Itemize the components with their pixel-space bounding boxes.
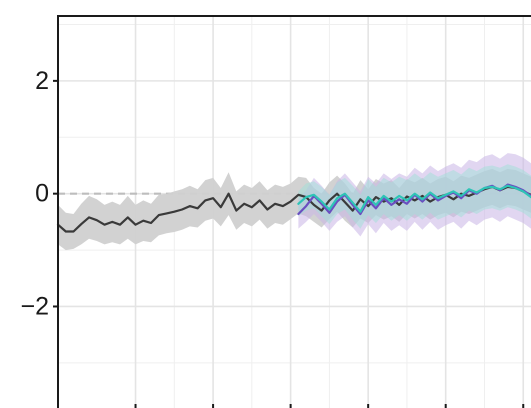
forecast_b-line <box>297 184 531 213</box>
y-axis-ticks: 2 0 −2 <box>20 67 58 320</box>
x-axis-ticks <box>134 404 525 408</box>
series-lines <box>56 183 531 233</box>
y-tick-label: −2 <box>20 292 49 320</box>
y-tick-label: 0 <box>35 180 49 208</box>
observed-line <box>56 185 531 233</box>
y-tick-label: 2 <box>35 67 49 95</box>
